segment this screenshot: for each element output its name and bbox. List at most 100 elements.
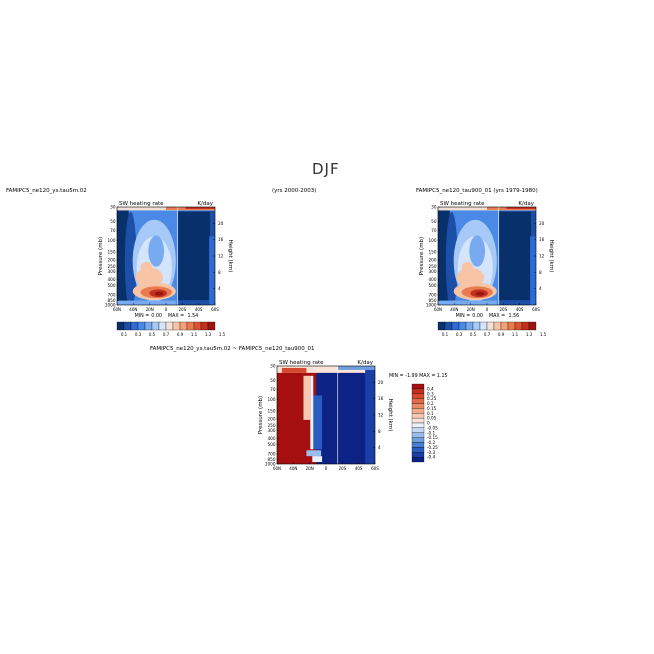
y-axis-label: Pressure (mb) [98, 237, 104, 275]
max-label: MAX = [168, 313, 184, 319]
units-label: K/day [518, 201, 534, 207]
colorbar-label: 0.1 [442, 332, 449, 337]
pressure-tick-label: 300 [108, 269, 116, 274]
pressure-tick-label: 150 [268, 408, 276, 413]
lat-tick-label: 60N [273, 466, 281, 471]
field-name-label: SW heating rate [440, 201, 485, 207]
pressure-tick-label: 500 [108, 283, 116, 288]
colorbar-label: 0.3 [427, 391, 434, 396]
height-tick-label: 20 [539, 221, 545, 226]
pressure-tick-label: 30 [270, 364, 276, 369]
colorbar-swatch [411, 447, 425, 453]
colorbar-label: 0.25 [427, 396, 437, 401]
y-axis-right-label: Height (km) [548, 240, 554, 273]
height-tick-label: 4 [378, 445, 381, 450]
field-white-band [310, 375, 314, 450]
pressure-tick-label: 250 [108, 264, 116, 269]
pressure-tick-label: 70 [431, 228, 437, 233]
height-tick-label: 4 [539, 286, 542, 291]
lat-tick-label: 20S [179, 307, 187, 312]
colorbar-label: 0.05 [427, 416, 437, 421]
height-tick-label: 16 [539, 237, 545, 242]
field-name-label: SW heating rate [119, 201, 164, 207]
pressure-tick-label: 250 [429, 264, 437, 269]
pressure-tick-label: 1000 [265, 462, 276, 467]
colorbar-label: 0.2 [427, 401, 434, 406]
colorbar-label: 1.5 [219, 332, 226, 337]
colorbar-label: 1.1 [191, 332, 198, 337]
max-value: 1.54 [188, 313, 199, 319]
units-label: K/day [197, 201, 213, 207]
colorbar-swatch [411, 422, 425, 429]
colorbar-swatch [411, 393, 425, 399]
lat-tick-label: 60N [434, 307, 442, 312]
colorbar-swatch [411, 413, 425, 419]
field-warm-patch [461, 261, 474, 274]
colorbar-swatch [411, 437, 425, 443]
field-warm-peak [154, 291, 164, 296]
height-tick-label: 8 [378, 429, 381, 434]
colorbar-label: 0.3 [456, 332, 463, 337]
colorbar-swatch [411, 456, 425, 463]
y-axis-label: Pressure (mb) [419, 237, 425, 275]
lat-tick-label: 0 [325, 466, 328, 471]
colorbar-swatch [411, 432, 425, 438]
colorbar-swatch [528, 321, 537, 331]
max-value: 1.56 [509, 313, 520, 319]
lat-tick-label: 40S [355, 466, 363, 471]
units-label: K/day [357, 360, 373, 366]
pressure-tick-label: 700 [268, 452, 276, 457]
height-tick-label: 12 [378, 413, 384, 418]
pressure-tick-label: 70 [110, 228, 116, 233]
field-warm-1 [456, 267, 485, 288]
lat-tick-label: 40N [129, 307, 137, 312]
pressure-tick-label: 50 [431, 219, 437, 224]
lat-tick-label: 20N [146, 307, 154, 312]
pressure-tick-label: 500 [268, 442, 276, 447]
height-tick-label: 16 [378, 396, 384, 401]
lat-tick-label: 40S [195, 307, 203, 312]
pressure-tick-label: 300 [268, 428, 276, 433]
colorbar-label: 0 [427, 421, 430, 426]
pressure-tick-label: 300 [429, 269, 437, 274]
field-mid-pocket [469, 235, 486, 267]
pressure-tick-label: 250 [268, 423, 276, 428]
colorbar-label: 0.7 [163, 332, 170, 337]
field-top-blue [337, 366, 375, 370]
min-label: MIN = [135, 313, 150, 319]
field-right-core [177, 211, 211, 301]
field-left-band [438, 207, 450, 305]
field-top-hot [185, 207, 215, 209]
lat-tick-label: 0 [165, 307, 168, 312]
y-axis-right-label: Height (km) [227, 240, 233, 273]
pressure-tick-label: 150 [429, 249, 437, 254]
colorbar-label: 0.15 [427, 406, 437, 411]
colorbar-label: -0.15 [427, 435, 438, 440]
pressure-tick-label: 30 [431, 205, 437, 210]
field-pink-band [303, 375, 311, 420]
max-label: MAX = [489, 313, 505, 319]
colorbar-label: -0.2 [427, 440, 436, 445]
colorbar-label: 0.4 [427, 386, 434, 391]
lat-tick-label: 40N [289, 466, 297, 471]
pressure-tick-label: 30 [110, 205, 116, 210]
min-value: 0.00 [151, 313, 162, 319]
colorbar-label: 0.9 [177, 332, 184, 337]
lat-tick-label: 20S [339, 466, 347, 471]
pressure-tick-label: 850 [108, 298, 116, 303]
colorbar-label: 0.5 [470, 332, 477, 337]
pressure-tick-label: 700 [108, 293, 116, 298]
field-name-label: SW heating rate [279, 360, 324, 366]
pressure-tick-label: 200 [268, 417, 276, 422]
colorbar-swatch [411, 403, 425, 409]
height-tick-label: 16 [218, 237, 224, 242]
pressure-tick-label: 400 [108, 277, 116, 282]
lat-tick-label: 40S [516, 307, 524, 312]
diff-title-label: FAMIPC5_ne120_ys.tau5m.02 ~ FAMIPC5_ne12… [150, 346, 315, 352]
height-tick-label: 20 [218, 221, 224, 226]
field-mid-negative [312, 395, 323, 450]
lat-tick-label: 40N [450, 307, 458, 312]
